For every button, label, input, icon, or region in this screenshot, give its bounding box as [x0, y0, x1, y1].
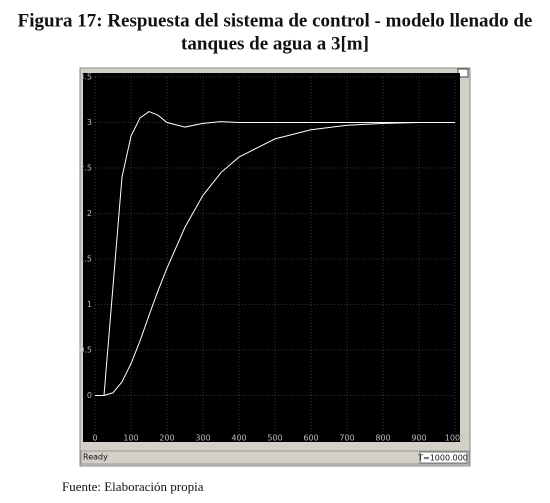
y-tick-label: 0.5	[79, 346, 92, 355]
x-tick-label: 1000	[445, 434, 465, 443]
time-text: T=1000.000	[417, 454, 468, 463]
y-tick-label: 2.5	[79, 164, 92, 173]
y-tick-label: 2	[87, 209, 92, 218]
y-tick-label: 1.5	[79, 255, 92, 264]
chart-title: tanques de agua a 3[m]	[181, 33, 369, 54]
y-tick-label: 3	[87, 118, 92, 127]
series-line	[95, 122, 455, 396]
series-line	[95, 111, 455, 396]
x-tick-label: 500	[267, 434, 282, 443]
x-tick-label: 400	[231, 434, 246, 443]
x-tick-label: 800	[375, 434, 390, 443]
x-tick-label: 200	[159, 434, 174, 443]
x-tick-label: 300	[195, 434, 210, 443]
y-tick-label: 1	[87, 300, 92, 309]
time-box	[419, 451, 468, 464]
y-tick-label: 0	[87, 391, 92, 400]
y-tick-label: 3.5	[79, 73, 92, 82]
x-tick-label: 600	[303, 434, 318, 443]
source-note: Fuente: Elaboración propia	[62, 479, 204, 494]
x-tick-label: 700	[339, 434, 354, 443]
x-tick-label: 100	[123, 434, 138, 443]
x-tick-label: 900	[411, 434, 426, 443]
plot-area	[83, 73, 460, 442]
status-text: Ready	[83, 453, 108, 462]
status-bar	[80, 450, 470, 465]
chart-title: Figura 17: Respuesta del sistema de cont…	[18, 10, 533, 31]
x-tick-label: 0	[92, 434, 97, 443]
